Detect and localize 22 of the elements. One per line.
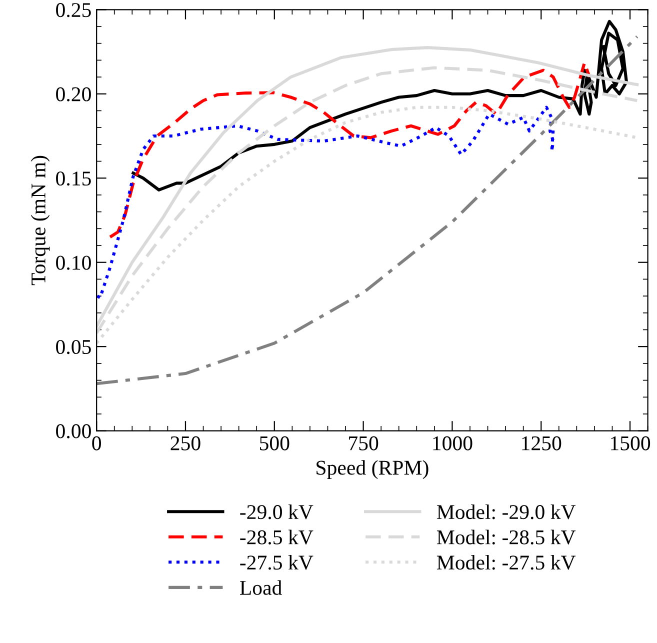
y-tick-label: 0.10 bbox=[56, 256, 91, 270]
y-tick-label: 0.20 bbox=[56, 87, 91, 102]
legend-label: Model: -27.5 kV bbox=[436, 554, 576, 570]
x-axis-title: Speed (RPM) bbox=[316, 460, 428, 480]
x-tick-label: 0 bbox=[92, 436, 101, 450]
x-tick-label: 750 bbox=[349, 436, 378, 450]
x-tick-label: 1000 bbox=[433, 436, 472, 450]
x-tick-label: 1500 bbox=[611, 436, 650, 450]
legend-label: Load bbox=[240, 580, 282, 595]
legend-label: -28.5 kV bbox=[240, 530, 314, 544]
legend-label: -29.0 kV bbox=[240, 504, 314, 520]
y-tick-label: 0.05 bbox=[56, 340, 91, 354]
legend-label: Model: -29.0 kV bbox=[436, 504, 576, 520]
x-tick-label: 500 bbox=[260, 436, 290, 450]
y-axis-title: Torque (mN m) bbox=[30, 156, 50, 286]
y-tick-label: 0.00 bbox=[56, 424, 91, 438]
legend-label: -27.5 kV bbox=[240, 554, 314, 570]
x-tick-label: 250 bbox=[170, 436, 200, 450]
legend-label: Model: -28.5 kV bbox=[436, 530, 576, 544]
y-tick-label: 0.25 bbox=[56, 3, 91, 18]
y-tick-label: 0.15 bbox=[56, 171, 91, 186]
x-tick-label: 1250 bbox=[522, 436, 562, 450]
